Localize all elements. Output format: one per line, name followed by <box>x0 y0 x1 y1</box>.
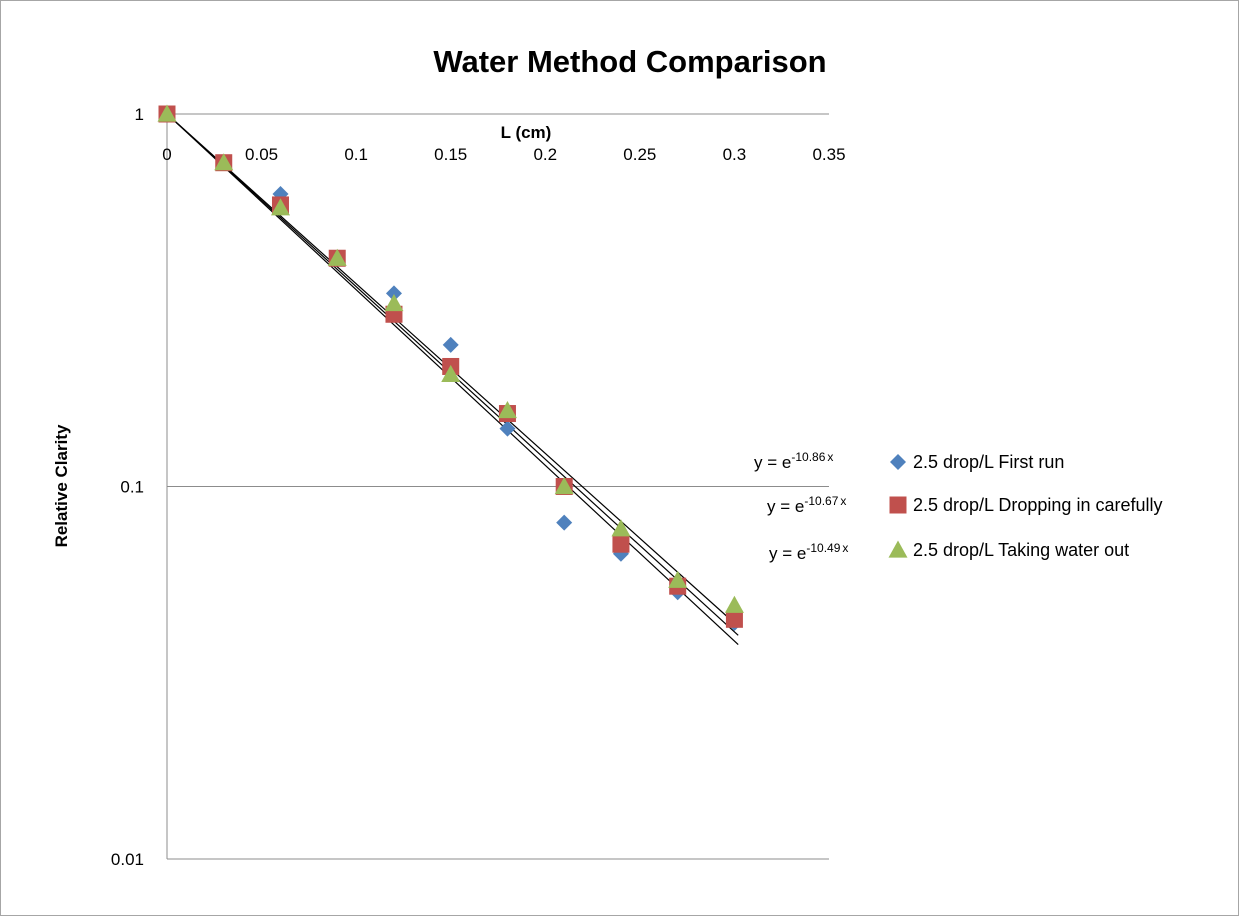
y-tick-label: 1 <box>135 105 144 124</box>
data-points <box>157 104 744 632</box>
data-point <box>385 285 402 302</box>
x-tick-label: 0.25 <box>623 145 656 164</box>
trendline-equation: y = e-10.49 x <box>769 541 848 563</box>
legend-label: 2.5 drop/L Taking water out <box>913 540 1129 560</box>
data-point <box>327 248 347 266</box>
data-point <box>441 364 461 382</box>
data-point <box>611 519 631 537</box>
trendline-equations: y = e-10.86 x y = e-10.67 x y = e-10.49 x <box>754 450 848 563</box>
data-point <box>384 293 404 312</box>
x-tick-label: 0.3 <box>723 145 747 164</box>
x-tick-label: 0.2 <box>533 145 557 164</box>
legend-marker <box>888 540 908 558</box>
legend-label: 2.5 drop/L Dropping in carefully <box>913 495 1162 515</box>
data-point <box>668 570 688 588</box>
data-point <box>442 336 459 353</box>
y-tick-label: 0.1 <box>120 478 144 497</box>
legend: 2.5 drop/L First run 2.5 drop/L Dropping … <box>888 452 1162 560</box>
x-tick-label: 0 <box>162 145 171 164</box>
x-tick-label: 0.15 <box>434 145 467 164</box>
data-point <box>612 535 630 553</box>
data-point <box>157 104 177 122</box>
trendline-equation: y = e-10.67 x <box>767 494 846 516</box>
axes: 1 0.1 0.01 0 0.05 0.1 0.15 0.2 0.25 0.3 0.35 <box>111 105 846 869</box>
x-tick-label: 0.05 <box>245 145 278 164</box>
data-point <box>725 610 743 628</box>
data-point <box>497 400 517 419</box>
y-tick-label: 0.01 <box>111 850 144 869</box>
x-tick-label: 0.1 <box>344 145 368 164</box>
data-point <box>499 420 516 437</box>
y-axis-title: Relative Clarity <box>52 424 71 547</box>
trendline-equation: y = e-10.86 x <box>754 450 833 472</box>
legend-marker <box>890 454 906 470</box>
gridlines <box>167 113 829 860</box>
data-point <box>270 198 290 216</box>
x-axis-title: L (cm) <box>501 123 552 142</box>
legend-marker <box>889 496 907 514</box>
data-point <box>556 514 573 531</box>
legend-label: 2.5 drop/L First run <box>913 452 1064 472</box>
data-point <box>724 595 744 613</box>
chart-title: Water Method Comparison <box>433 44 826 79</box>
data-point <box>214 153 234 171</box>
data-point <box>554 477 574 495</box>
x-tick-label: 0.35 <box>812 145 845 164</box>
